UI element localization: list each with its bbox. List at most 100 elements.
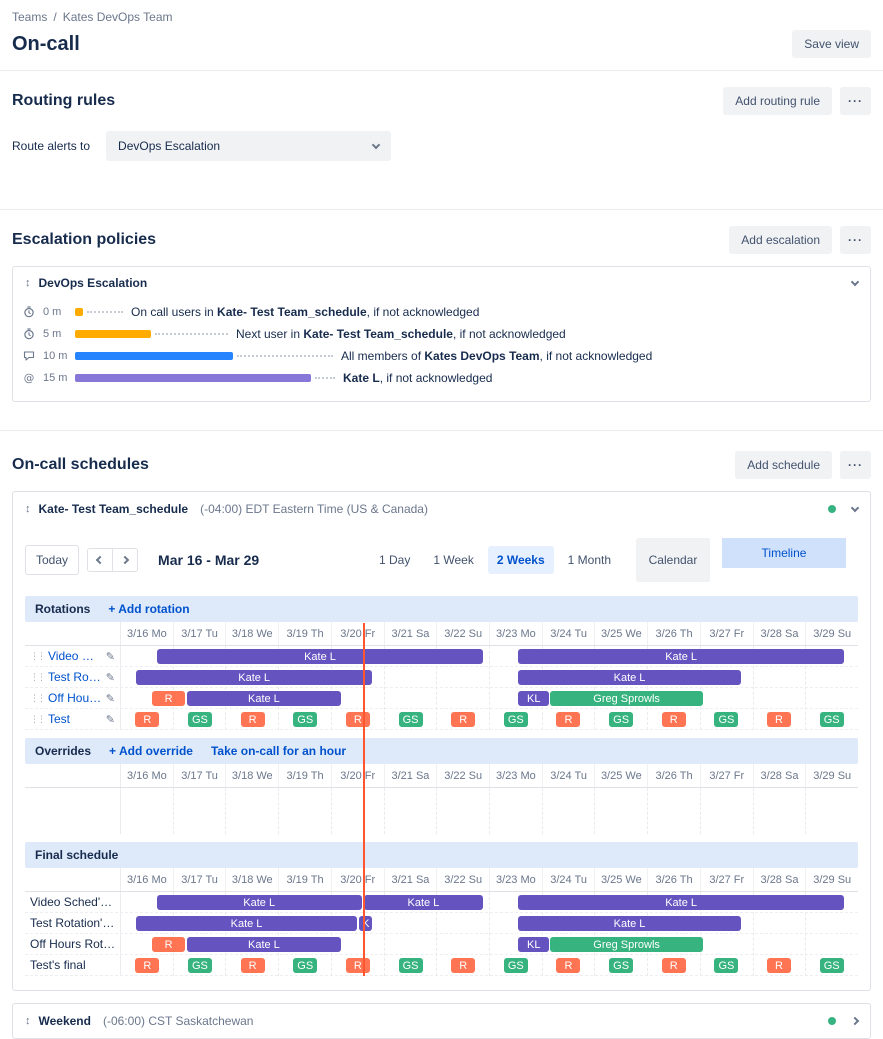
today-button[interactable]: Today: [25, 545, 80, 575]
schedules-more-button[interactable]: ···: [840, 451, 871, 479]
rotation-name[interactable]: Test: [48, 712, 71, 726]
save-view-button[interactable]: Save view: [792, 30, 871, 58]
shift-badge[interactable]: R: [767, 958, 792, 973]
shift-badge[interactable]: R: [345, 712, 370, 727]
shift-badge[interactable]: GS: [714, 958, 739, 973]
shift-badge[interactable]: R: [661, 712, 686, 727]
shift-badge[interactable]: GS: [503, 712, 528, 727]
day-label: 3/22 Su: [437, 868, 491, 891]
drag-handle-icon[interactable]: ↕: [25, 277, 31, 289]
shift-badge[interactable]: R: [135, 958, 160, 973]
shift-bar[interactable]: Kate L: [186, 691, 342, 706]
shift-bar[interactable]: Kate L: [186, 937, 342, 952]
section-action-link[interactable]: + Add override: [109, 744, 193, 758]
shift-badge[interactable]: R: [767, 712, 792, 727]
shift-bar[interactable]: R: [152, 691, 186, 706]
view-option-1-month[interactable]: 1 Month: [559, 546, 620, 574]
edit-pencil-icon[interactable]: ✎: [105, 713, 115, 726]
rotation-name[interactable]: Off Hou…: [48, 691, 102, 705]
shift-badge[interactable]: R: [135, 712, 160, 727]
shift-bar[interactable]: Kate L: [363, 895, 484, 910]
chevron-down-icon[interactable]: [850, 503, 860, 512]
shift-badge[interactable]: R: [556, 712, 581, 727]
shift-badge[interactable]: GS: [187, 958, 212, 973]
view-option-1-day[interactable]: 1 Day: [370, 546, 419, 574]
view-option-2-weeks[interactable]: 2 Weeks: [487, 546, 554, 574]
drag-handle-icon[interactable]: ⋮⋮: [30, 713, 46, 724]
shift-badge[interactable]: GS: [503, 958, 528, 973]
chevron-right-icon: [120, 555, 130, 565]
shift-bar[interactable]: Kate L: [156, 649, 484, 664]
shift-badge[interactable]: R: [451, 712, 476, 727]
escalation-more-button[interactable]: ···: [840, 226, 871, 254]
section-divider: [0, 209, 883, 210]
schedule-timezone: (-04:00) EDT Eastern Time (US & Canada): [200, 502, 428, 516]
chevron-right-icon[interactable]: [850, 1016, 860, 1026]
schedule-name: Weekend: [38, 1014, 91, 1028]
shift-badge[interactable]: R: [556, 958, 581, 973]
day-header-row: 3/16 Mo 3/17 Tu 3/18 We 3/19 Th 3/20 Fr 3/21 …: [25, 868, 858, 892]
section-body: Video Sched'… Kate L Kate L Kate L Test Rota…: [25, 892, 858, 976]
escalation-rule-text: All members of Kates DevOps Team, if not…: [341, 349, 653, 363]
shift-badge[interactable]: R: [345, 958, 370, 973]
route-alerts-select[interactable]: DevOps Escalation: [106, 131, 392, 161]
timeline: Rotations + Add rotation 3/16 Mo 3/17 Tu 3/1…: [25, 596, 858, 976]
shift-badge[interactable]: GS: [293, 958, 318, 973]
breadcrumb-team[interactable]: Kates DevOps Team: [62, 10, 173, 24]
shift-badge[interactable]: GS: [714, 712, 739, 727]
drag-handle-icon[interactable]: ↕: [25, 503, 31, 515]
shift-badge[interactable]: GS: [187, 712, 212, 727]
shift-badge[interactable]: GS: [293, 712, 318, 727]
at-icon: @: [23, 372, 35, 384]
next-period-button[interactable]: [112, 549, 138, 571]
shift-bar[interactable]: Kate L: [156, 895, 362, 910]
shift-badge[interactable]: GS: [819, 712, 844, 727]
shift-badge[interactable]: GS: [609, 712, 634, 727]
shift-bar[interactable]: K: [359, 916, 373, 931]
shift-badge[interactable]: R: [240, 958, 265, 973]
shift-bar[interactable]: Kate L: [518, 649, 844, 664]
shift-badge[interactable]: R: [661, 958, 686, 973]
shift-badge[interactable]: GS: [398, 958, 423, 973]
escalation-delay: 0 m: [43, 306, 62, 318]
shift-bar[interactable]: Greg Sprowls: [550, 691, 704, 706]
breadcrumb-teams[interactable]: Teams: [12, 10, 48, 24]
escalation-delay-bar: [75, 374, 311, 382]
shift-badge[interactable]: GS: [609, 958, 634, 973]
view-option-1-week[interactable]: 1 Week: [424, 546, 482, 574]
shift-badge[interactable]: R: [240, 712, 265, 727]
shift-bar[interactable]: Kate L: [136, 670, 373, 685]
drag-handle-icon[interactable]: ⋮⋮: [30, 692, 46, 703]
section-action-link[interactable]: Take on-call for an hour: [210, 744, 347, 758]
routing-more-button[interactable]: ···: [840, 87, 871, 115]
edit-pencil-icon[interactable]: ✎: [105, 692, 115, 705]
shift-bar[interactable]: KL: [518, 691, 549, 706]
shift-bar[interactable]: Kate L: [136, 916, 357, 931]
mode-timeline[interactable]: Timeline: [722, 538, 846, 568]
add-schedule-button[interactable]: Add schedule: [735, 451, 832, 479]
shift-bar[interactable]: Greg Sprowls: [550, 937, 704, 952]
drag-handle-icon[interactable]: ⋮⋮: [30, 650, 46, 661]
prev-period-button[interactable]: [88, 549, 113, 571]
shift-badge[interactable]: GS: [819, 958, 844, 973]
mode-calendar[interactable]: Calendar: [636, 538, 710, 582]
rotation-name[interactable]: Test Rot…: [48, 670, 102, 684]
shift-badge[interactable]: GS: [398, 712, 423, 727]
section-action-link[interactable]: + Add rotation: [108, 602, 190, 616]
drag-handle-icon[interactable]: ⋮⋮: [30, 671, 46, 682]
add-routing-rule-button[interactable]: Add routing rule: [723, 87, 832, 115]
empty-override-area[interactable]: [25, 788, 858, 834]
shift-bar[interactable]: KL: [518, 937, 549, 952]
edit-pencil-icon[interactable]: ✎: [105, 671, 115, 684]
shift-badge[interactable]: R: [451, 958, 476, 973]
shift-bar[interactable]: Kate L: [518, 670, 741, 685]
escalation-rule-text: On call users in Kate- Test Team_schedul…: [131, 305, 480, 319]
shift-bar[interactable]: R: [152, 937, 186, 952]
edit-pencil-icon[interactable]: ✎: [105, 650, 115, 663]
shift-bar[interactable]: Kate L: [518, 895, 844, 910]
drag-handle-icon[interactable]: ↕: [25, 1015, 31, 1027]
add-escalation-button[interactable]: Add escalation: [729, 226, 832, 254]
shift-bar[interactable]: Kate L: [518, 916, 741, 931]
rotation-name[interactable]: Video S…: [48, 649, 102, 663]
chevron-down-icon[interactable]: [850, 277, 860, 286]
